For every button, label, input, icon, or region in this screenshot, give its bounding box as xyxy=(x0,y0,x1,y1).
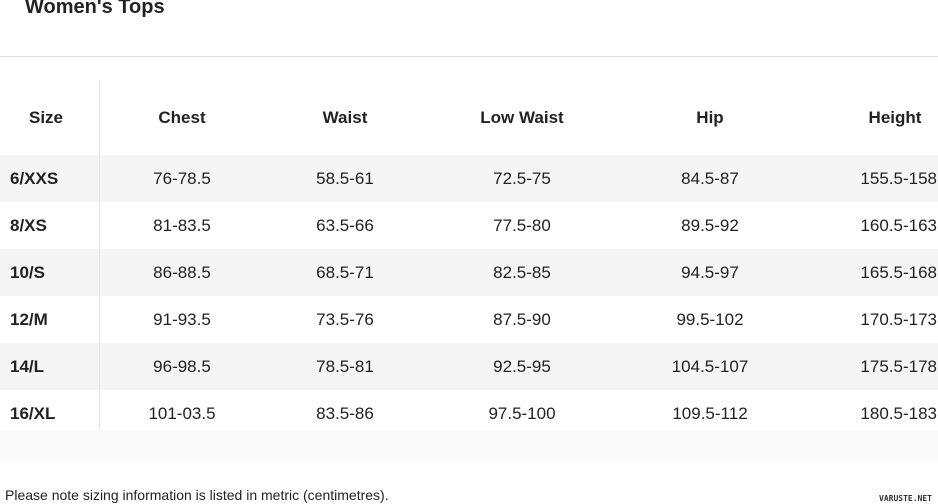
cell-low-waist: 77.5-80 xyxy=(493,215,551,235)
cell-size: 10/S xyxy=(10,262,45,282)
cell-low-waist: 92.5-95 xyxy=(493,356,551,376)
cell-size: 14/L xyxy=(10,356,45,376)
table-row: 8/XS 81-83.5 63.5-66 77.5-80 89.5-92 160.5-16… xyxy=(0,202,938,249)
cell-hip: 109.5-112 xyxy=(672,403,748,423)
cell-chest: 76-78.5 xyxy=(153,168,211,188)
column-divider xyxy=(99,80,100,430)
cell-waist: 78.5-81 xyxy=(316,356,374,376)
cell-size: 16/XL xyxy=(10,403,56,423)
cell-hip: 104.5-107 xyxy=(671,356,749,376)
table-row: 16/XL 101-03.5 83.5-86 97.5-100 109.5-112 180… xyxy=(0,390,938,437)
table-header-row: Size Chest Waist Low Waist Hip Height xyxy=(0,80,938,155)
cell-height: 180.5-183 xyxy=(860,403,937,423)
cell-waist: 83.5-86 xyxy=(316,403,374,423)
cell-chest: 101-03.5 xyxy=(148,403,216,423)
cell-height: 170.5-173 xyxy=(860,309,937,329)
cell-low-waist: 97.5-100 xyxy=(488,403,556,423)
cell-size: 8/XS xyxy=(10,215,47,235)
cell-height: 175.5-178 xyxy=(860,356,937,376)
divider xyxy=(0,56,938,57)
header-hip: Hip xyxy=(696,107,724,127)
cell-height: 160.5-163 xyxy=(860,215,937,235)
cell-waist: 73.5-76 xyxy=(316,309,374,329)
cell-hip: 84.5-87 xyxy=(681,168,739,188)
header-low-waist: Low Waist xyxy=(480,107,564,127)
cell-waist: 63.5-66 xyxy=(316,215,374,235)
cell-size: 12/M xyxy=(10,309,48,329)
table-row: 12/M 91-93.5 73.5-76 87.5-90 99.5-102 170.5-1… xyxy=(0,296,938,343)
cell-hip: 94.5-97 xyxy=(681,262,739,282)
cell-chest: 86-88.5 xyxy=(153,262,211,282)
sizing-note: Please note sizing information is listed… xyxy=(5,487,389,503)
table-footer-band xyxy=(0,430,938,462)
cell-height: 155.5-158 xyxy=(860,168,937,188)
header-chest: Chest xyxy=(158,107,206,127)
page-title: Women's Tops xyxy=(25,0,165,18)
header-waist: Waist xyxy=(322,107,368,127)
header-height: Height xyxy=(868,107,922,127)
cell-hip: 89.5-92 xyxy=(681,215,739,235)
header-size: Size xyxy=(28,107,64,127)
cell-size: 6/XXS xyxy=(10,168,59,188)
table-row: 14/L 96-98.5 78.5-81 92.5-95 104.5-107 175.5-… xyxy=(0,343,938,390)
watermark: VARUSTE.NET xyxy=(879,494,932,503)
table-row: 10/S 86-88.5 68.5-71 82.5-85 94.5-97 165.5-16… xyxy=(0,249,938,296)
cell-low-waist: 72.5-75 xyxy=(493,168,551,188)
cell-hip: 99.5-102 xyxy=(676,309,744,329)
cell-waist: 58.5-61 xyxy=(316,168,374,188)
size-table: Size Chest Waist Low Waist Hip Height 6/… xyxy=(0,80,938,437)
cell-height: 165.5-168 xyxy=(860,262,937,282)
table-row: 6/XXS 76-78.5 58.5-61 72.5-75 84.5-87 155.5-1… xyxy=(0,155,938,202)
cell-chest: 91-93.5 xyxy=(153,309,211,329)
cell-chest: 96-98.5 xyxy=(153,356,211,376)
cell-waist: 68.5-71 xyxy=(316,262,374,282)
cell-low-waist: 82.5-85 xyxy=(493,262,551,282)
cell-chest: 81-83.5 xyxy=(153,215,211,235)
cell-low-waist: 87.5-90 xyxy=(493,309,551,329)
